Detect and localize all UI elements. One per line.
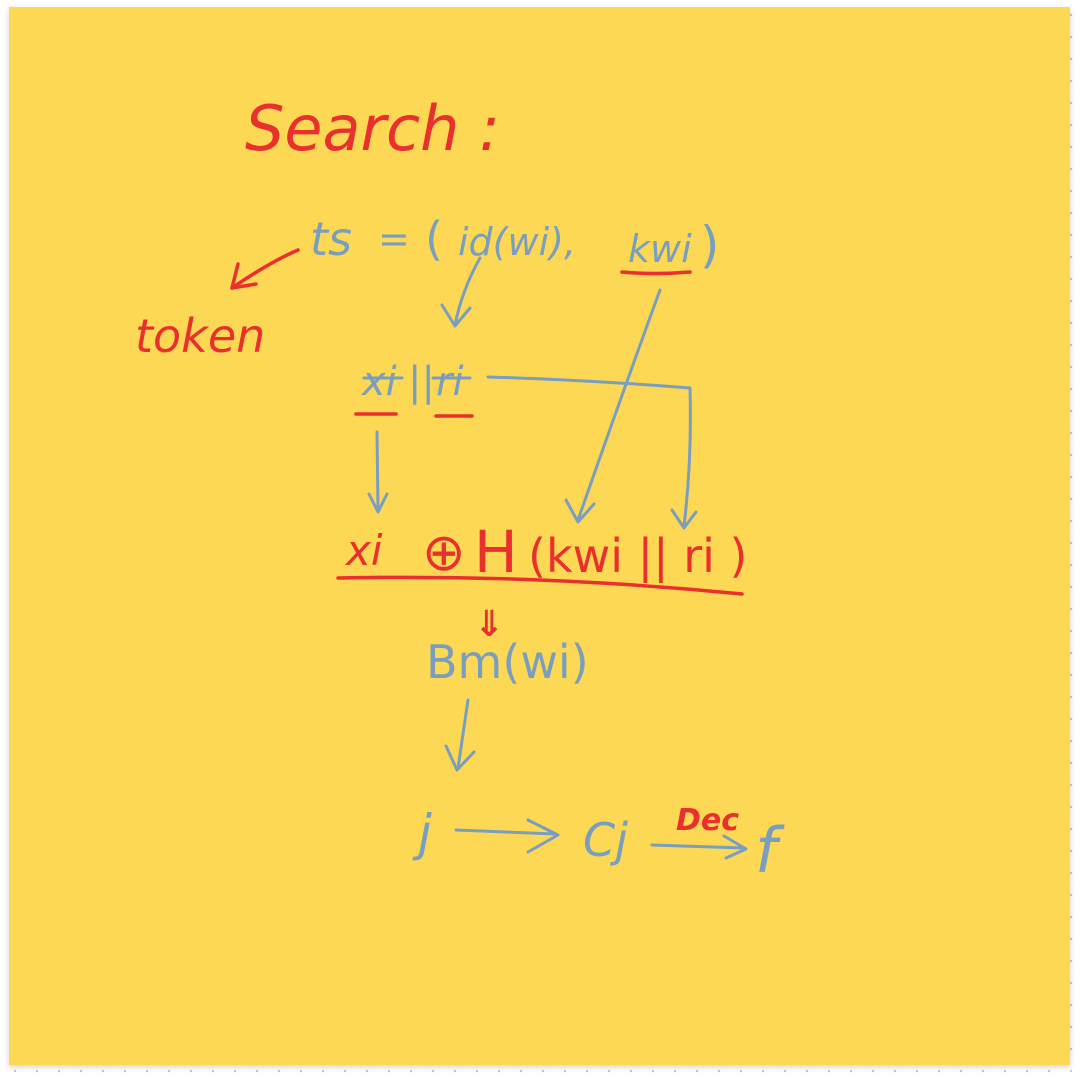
title-text: Search : xyxy=(245,92,500,165)
sticky-note[interactable] xyxy=(9,7,1070,1065)
kw-down-arrowhead xyxy=(564,498,596,524)
bm-term: Bm(wi) xyxy=(426,635,589,689)
expr-hash-args: (kwi || ri ) xyxy=(528,529,748,584)
token-label: token xyxy=(135,309,265,363)
expr-implies-arrow: ⇓ xyxy=(474,604,504,645)
f-term: f xyxy=(755,814,785,887)
r-route-arrowhead xyxy=(670,508,698,530)
ts-id-term: id(wi), xyxy=(458,220,576,264)
xr-x-term: xi xyxy=(360,359,397,405)
expr-hash-h: H xyxy=(474,518,518,586)
bm-to-j-arrow xyxy=(456,698,470,770)
ts-equals: = xyxy=(378,217,410,261)
ts-open-paren: ( xyxy=(425,212,443,266)
x-down-arrowhead xyxy=(367,492,389,514)
id-to-xr-arrowhead xyxy=(440,303,472,328)
cj-to-f-arrowhead xyxy=(722,834,748,860)
kw-down-arrow xyxy=(576,288,662,522)
kw-underline xyxy=(620,270,692,276)
r-route-arrow xyxy=(486,375,692,528)
x-down-arrow xyxy=(375,430,380,512)
ts-kw-term: kwi xyxy=(628,227,692,271)
dec-label: Dec xyxy=(676,803,739,838)
cj-to-f-arrow xyxy=(650,843,746,850)
j-to-cj-arrow xyxy=(454,828,557,836)
token-arrow-head xyxy=(230,262,258,290)
expr-xor-symbol: ⊕ xyxy=(422,523,466,583)
id-to-xr-arrow xyxy=(453,256,482,327)
token-arrow-line xyxy=(230,248,300,290)
expr-x-term: xi xyxy=(344,526,383,575)
cj-term: Cj xyxy=(583,813,628,867)
j-term: j xyxy=(412,804,432,862)
j-to-cj-arrowhead xyxy=(526,818,560,854)
ts-close-paren: ) xyxy=(700,216,720,274)
bm-to-j-arrowhead xyxy=(444,744,476,772)
ts-symbol: ts xyxy=(310,212,352,266)
expr-underline xyxy=(336,575,744,596)
xr-separator: || xyxy=(408,359,435,405)
xr-r-term: ri xyxy=(436,359,464,405)
